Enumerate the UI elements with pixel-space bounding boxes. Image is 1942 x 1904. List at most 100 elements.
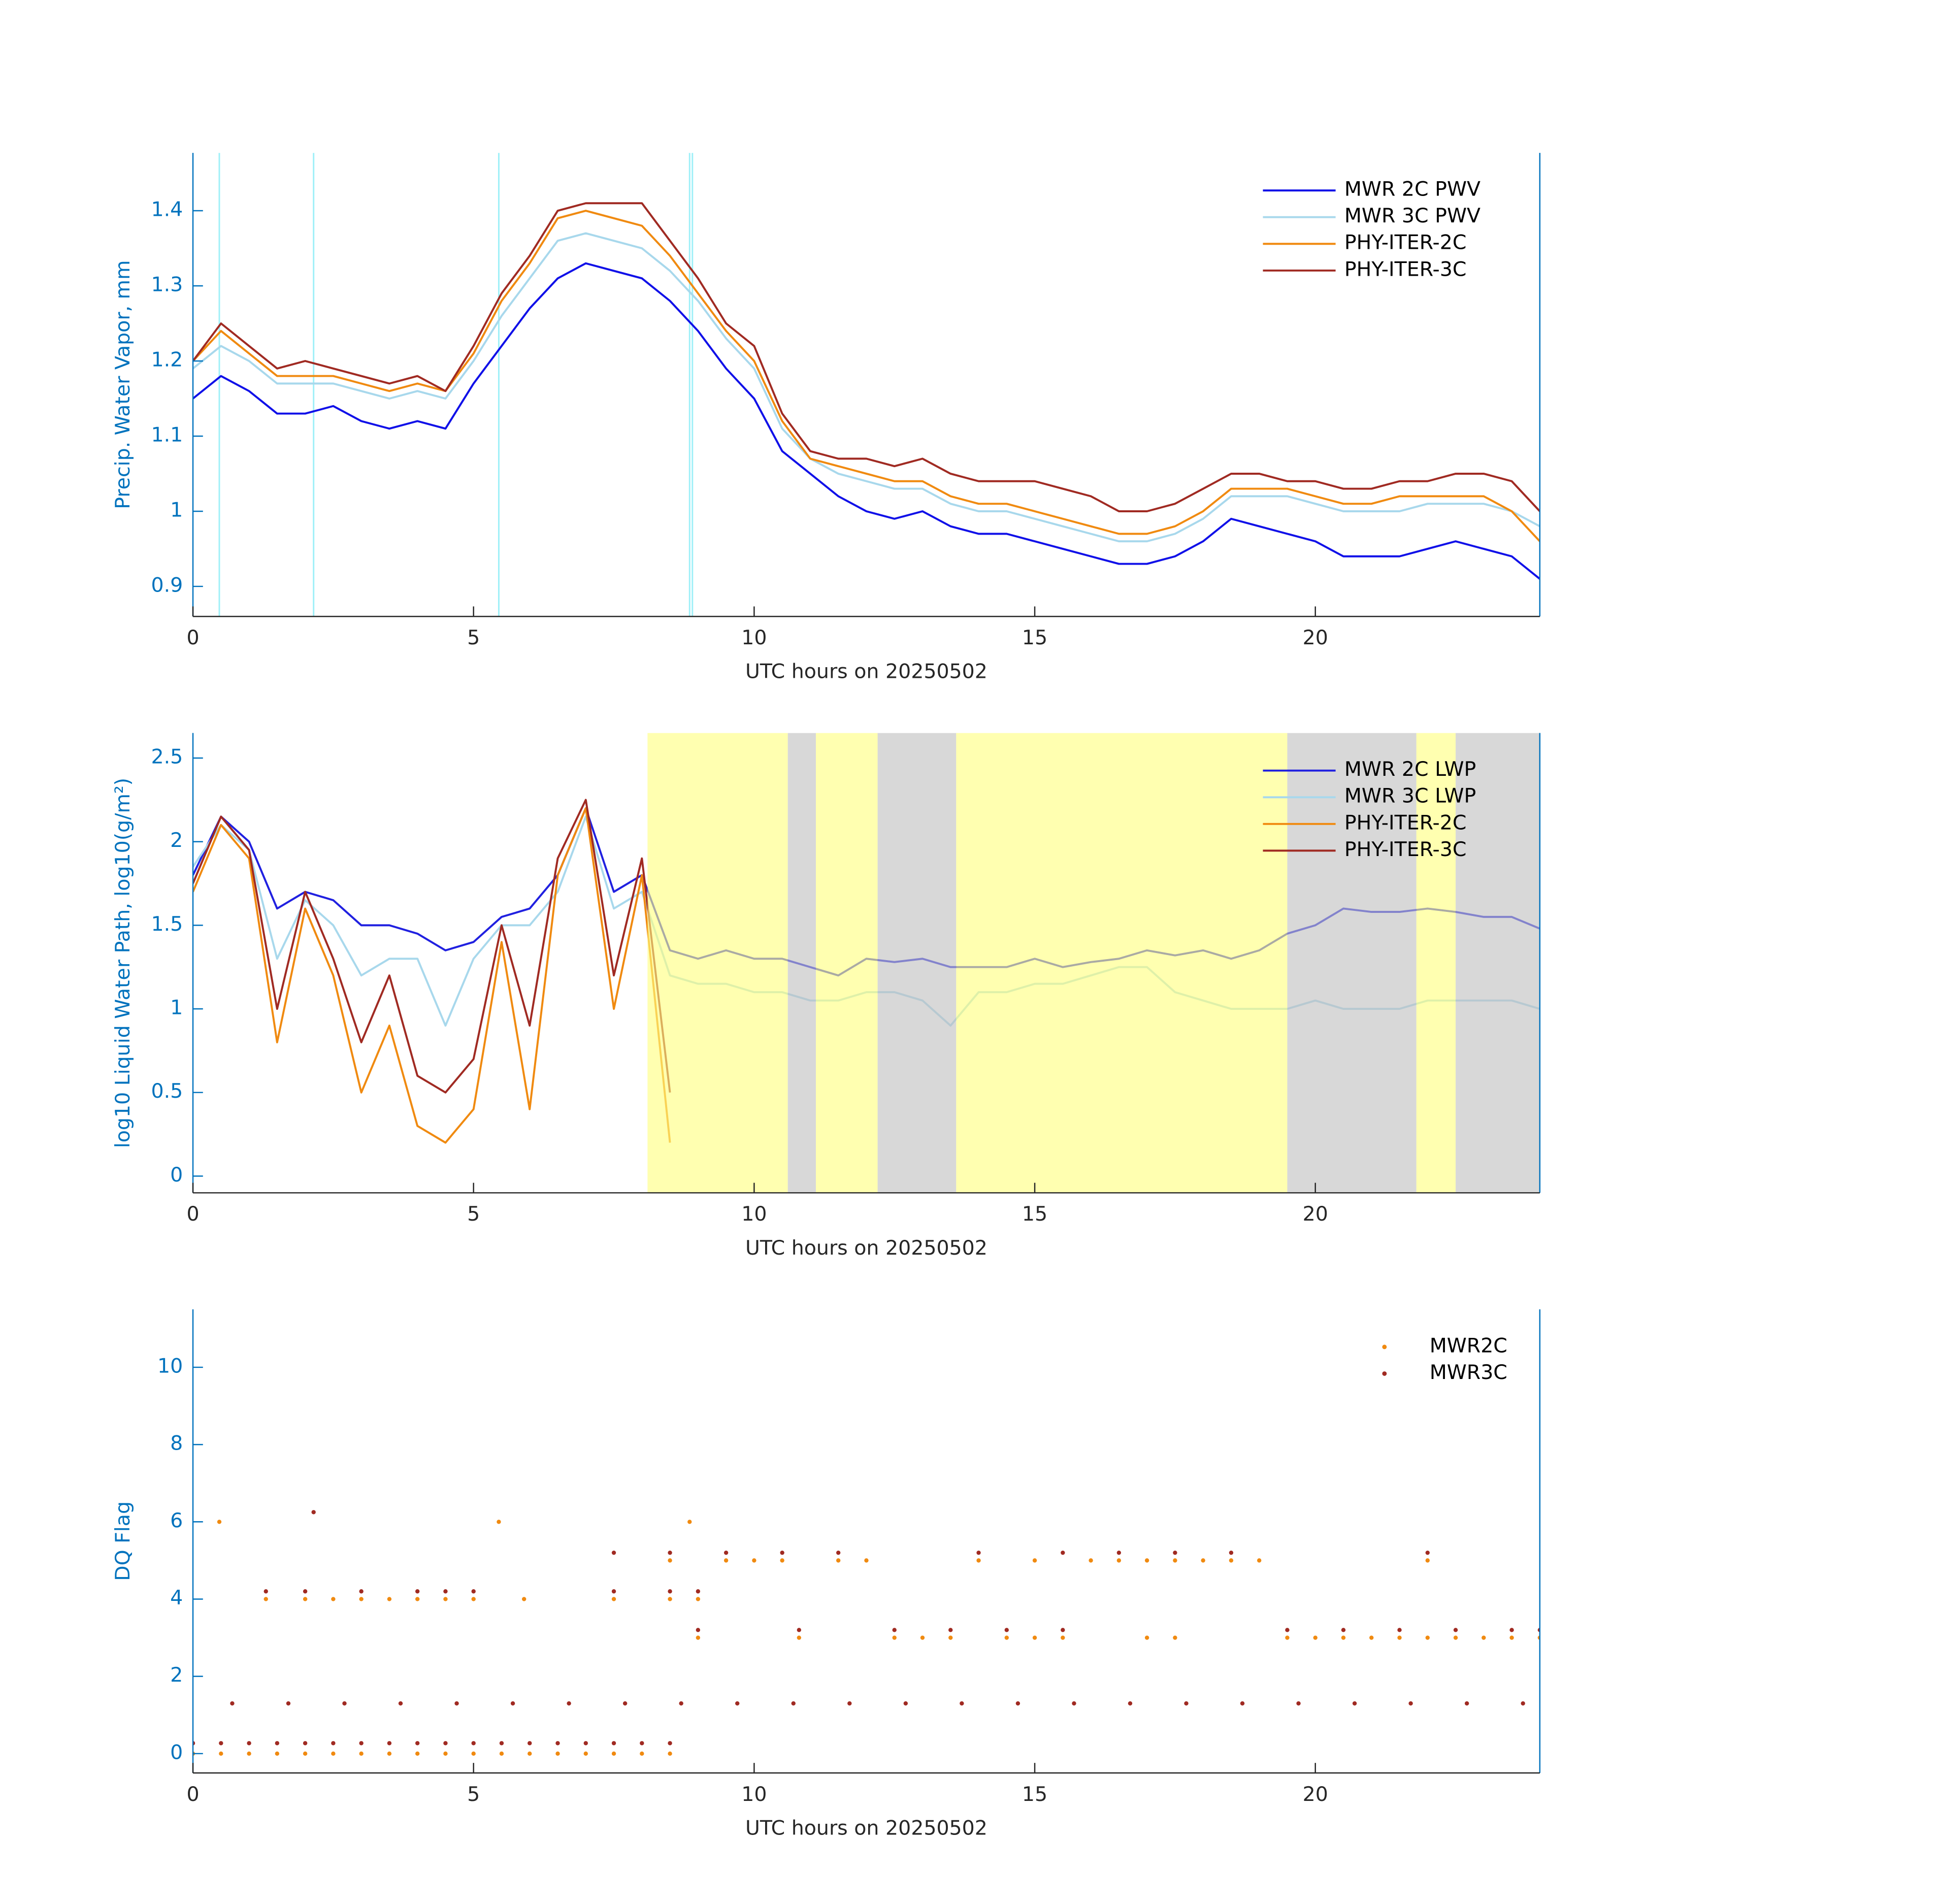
point (387, 1741, 392, 1746)
x-tick-label: 10 (741, 1783, 767, 1806)
point (1061, 1635, 1065, 1640)
point (1173, 1558, 1177, 1563)
y-tick-label: 1.3 (151, 273, 183, 297)
point (499, 1751, 504, 1756)
point (696, 1628, 701, 1632)
point (892, 1628, 897, 1632)
shade-span (956, 733, 1288, 1193)
legend-swatch (1382, 1344, 1387, 1350)
point (752, 1558, 756, 1563)
plot-area (193, 153, 1540, 617)
series-line (193, 262, 1540, 580)
point (415, 1751, 420, 1756)
point (1408, 1701, 1413, 1706)
x-tick-label: 5 (467, 1783, 480, 1806)
point (1453, 1628, 1458, 1632)
y-tick-label: 2 (170, 1663, 183, 1687)
point (668, 1751, 672, 1756)
panel: 0 0.5 1 1.5 2 2.5 0 5 10 15 20 UTC hours on 2025050… (111, 733, 1541, 1260)
point (611, 1741, 616, 1746)
y-tick-label: 0.5 (151, 1079, 183, 1103)
legend-label: MWR 3C LWP (1344, 784, 1476, 808)
shade-span (815, 733, 878, 1193)
x-tick-label: 5 (467, 1202, 480, 1226)
point (275, 1751, 280, 1756)
point (521, 1597, 526, 1601)
point (1240, 1701, 1245, 1706)
x-tick-label: 20 (1303, 626, 1328, 649)
point (415, 1589, 420, 1594)
point (219, 1751, 223, 1756)
y-tick-label: 1 (170, 996, 183, 1020)
point (1144, 1635, 1149, 1640)
point (398, 1701, 403, 1706)
y-axis-label: log10 Liquid Water Path, log10(g/m²) (111, 778, 135, 1148)
point (247, 1751, 251, 1756)
panel: 0.9 1 1.1 1.2 1.3 1.4 0 5 10 15 20 UTC hours on 202… (111, 153, 1541, 683)
legend-swatch (1382, 1371, 1387, 1376)
plot-area (193, 1510, 1540, 1756)
point (1425, 1635, 1430, 1640)
point (342, 1701, 347, 1706)
point (1352, 1701, 1357, 1706)
point (471, 1751, 476, 1756)
x-tick-label: 10 (741, 1202, 767, 1226)
point (903, 1701, 908, 1706)
x-axis-label: UTC hours on 20250502 (745, 660, 988, 683)
point (668, 1558, 672, 1563)
point (1173, 1635, 1177, 1640)
point (359, 1741, 364, 1746)
point (247, 1741, 251, 1746)
point (1285, 1628, 1290, 1632)
point (1004, 1628, 1009, 1632)
x-axis-label: UTC hours on 20250502 (745, 1236, 988, 1260)
y-tick-label: 4 (170, 1586, 183, 1610)
point (780, 1550, 784, 1555)
point (1201, 1558, 1205, 1563)
point (948, 1635, 953, 1640)
legend-label: PHY-ITER-2C (1344, 811, 1467, 834)
point (1425, 1558, 1430, 1563)
point (1004, 1635, 1009, 1640)
point (723, 1550, 729, 1555)
point (471, 1597, 476, 1601)
y-tick-label: 1.1 (151, 423, 183, 446)
point (668, 1550, 672, 1555)
shade-span (787, 733, 816, 1193)
point (976, 1550, 981, 1555)
point (555, 1751, 560, 1756)
point (359, 1589, 364, 1594)
point (611, 1597, 616, 1601)
legend-label: PHY-ITER-3C (1344, 257, 1467, 281)
point (864, 1558, 869, 1563)
point (1482, 1635, 1486, 1640)
point (359, 1751, 364, 1756)
point (1369, 1635, 1374, 1640)
point (1509, 1635, 1514, 1640)
point (611, 1751, 616, 1756)
point (836, 1550, 841, 1555)
shade-span (1287, 733, 1417, 1193)
y-tick-label: 1.4 (151, 198, 183, 221)
point (622, 1701, 628, 1706)
point (1257, 1558, 1262, 1563)
legend-label: PHY-ITER-2C (1344, 231, 1467, 254)
point (303, 1741, 308, 1746)
point (797, 1635, 801, 1640)
point (303, 1751, 308, 1756)
point (275, 1741, 280, 1746)
point (567, 1701, 571, 1706)
point (303, 1589, 308, 1594)
shade-span (647, 733, 788, 1193)
point (415, 1597, 420, 1601)
x-tick-label: 20 (1303, 1783, 1328, 1806)
point (1184, 1701, 1189, 1706)
point (555, 1741, 560, 1746)
shade-span (1416, 733, 1456, 1193)
x-tick-label: 10 (741, 626, 767, 649)
point (1521, 1701, 1525, 1706)
y-tick-label: 6 (170, 1509, 183, 1532)
point (668, 1741, 672, 1746)
